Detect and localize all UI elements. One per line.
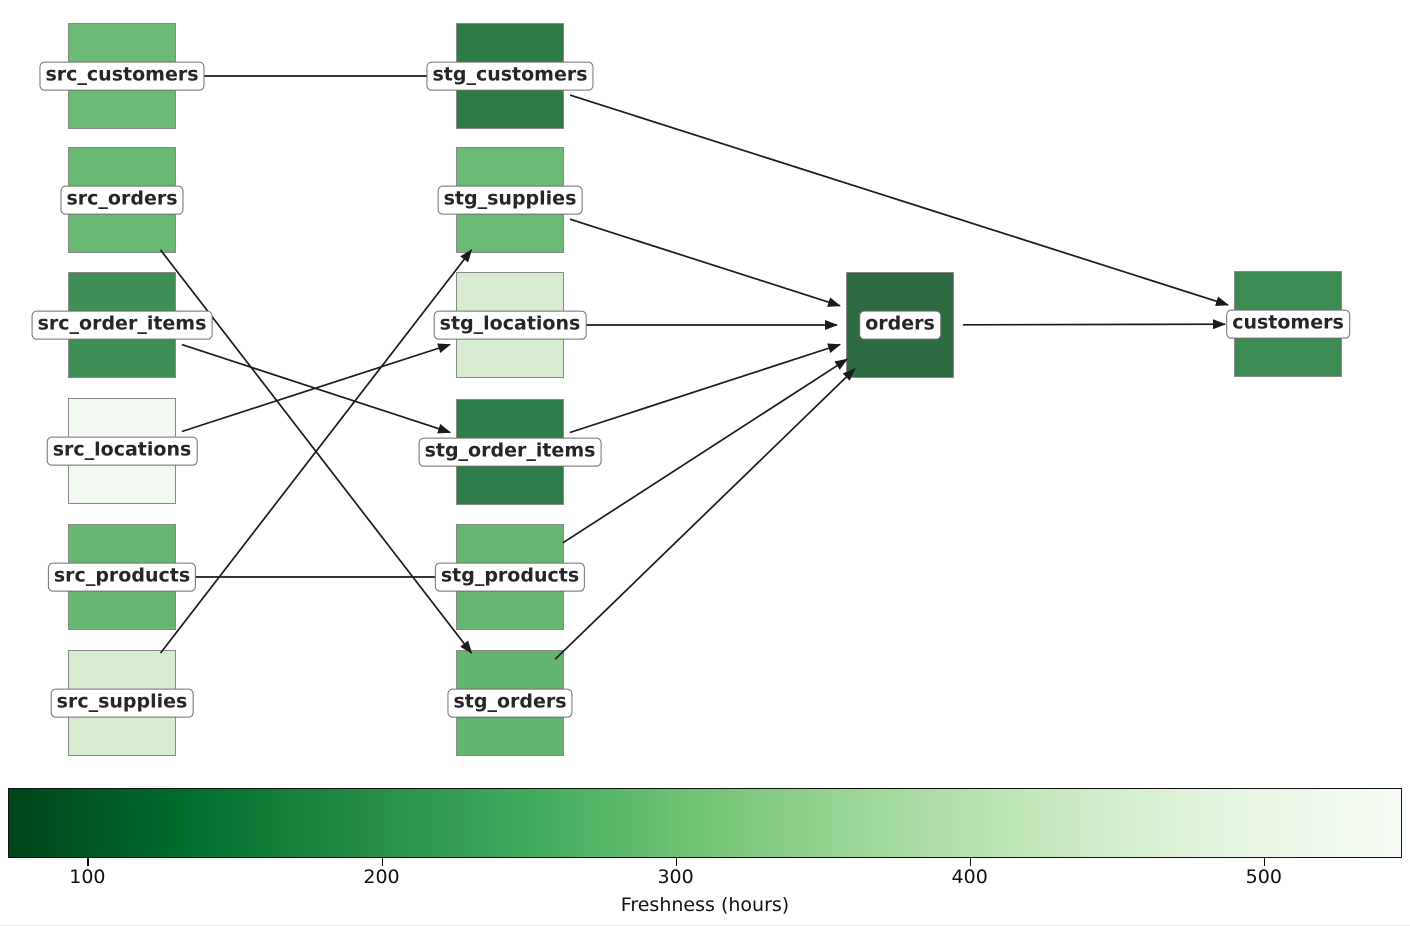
colorbar-tick-label-300: 300: [657, 866, 694, 888]
colorbar-tick-label-500: 500: [1245, 866, 1282, 888]
colorbar-tick-label-200: 200: [363, 866, 400, 888]
node-label-orders: orders: [859, 310, 941, 340]
colorbar-tick-label-100: 100: [69, 866, 106, 888]
node-label-src_orders: src_orders: [60, 185, 184, 215]
edge-src_supplies-to-stg_supplies: [159, 249, 473, 654]
colorbar-tick-400: [969, 858, 972, 866]
edge-stg_supplies-to-orders: [569, 218, 841, 307]
node-label-src_products: src_products: [47, 562, 197, 592]
edge-orders-to-customers: [962, 319, 1226, 330]
colorbar-axis-label: Freshness (hours): [620, 894, 790, 916]
colorbar-tick-100: [87, 858, 89, 866]
colorbar-tick-300: [675, 858, 678, 866]
node-label-src_customers: src_customers: [39, 61, 205, 91]
node-label-src_locations: src_locations: [46, 436, 198, 466]
node-label-stg_locations: stg_locations: [433, 310, 587, 340]
colorbar-tick-500: [1263, 858, 1266, 866]
node-label-src_supplies: src_supplies: [50, 688, 194, 718]
node-label-stg_customers: stg_customers: [426, 61, 594, 91]
edge-stg_order_items-to-orders: [569, 343, 842, 434]
node-label-stg_orders: stg_orders: [447, 688, 573, 718]
edge-stg_products-to-orders: [562, 358, 848, 544]
edge-stg_customers-to-customers: [569, 94, 1229, 307]
node-label-stg_order_items: stg_order_items: [418, 437, 602, 467]
node-label-stg_products: stg_products: [434, 562, 586, 592]
edge-stg_orders-to-orders: [554, 368, 856, 660]
colorbar-tick-label-400: 400: [951, 866, 988, 888]
node-label-customers: customers: [1226, 309, 1350, 339]
node-label-src_order_items: src_order_items: [31, 310, 213, 340]
colorbar-gradient: [8, 788, 1402, 858]
colorbar-tick-200: [381, 858, 384, 866]
node-label-stg_supplies: stg_supplies: [437, 185, 583, 215]
edge-src_locations-to-stg_locations: [181, 343, 452, 433]
